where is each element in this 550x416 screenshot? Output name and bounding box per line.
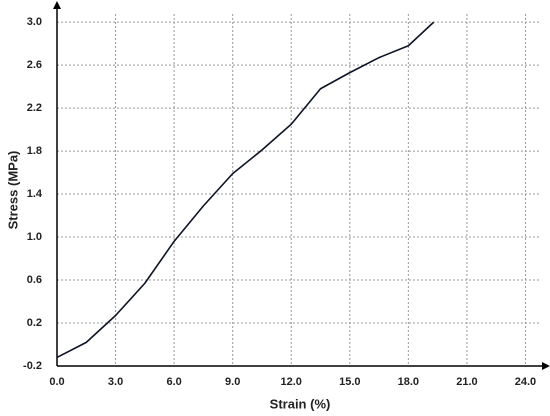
data-line	[56, 21, 435, 359]
y-tick-label: 2.2	[27, 102, 42, 114]
y-tick-label: 3.0	[27, 16, 42, 28]
y-tick-label: 0.6	[27, 274, 42, 286]
x-tick-label: 6.0	[166, 376, 181, 388]
x-tick-label: 12.0	[281, 376, 302, 388]
y-tick-label: -0.2	[23, 360, 42, 372]
x-tick-label: 18.0	[398, 376, 419, 388]
x-axis-label: Strain (%)	[270, 396, 331, 411]
y-axis-arrow	[53, 1, 61, 9]
y-tick-label: 1.4	[27, 188, 43, 200]
x-axis-arrow	[542, 362, 550, 370]
y-tick-label: 1.8	[27, 145, 42, 157]
y-tick-label: 1.0	[27, 231, 42, 243]
x-tick-label: 0.0	[49, 376, 64, 388]
y-axis-label: Stress (MPa)	[5, 151, 20, 230]
x-tick-label: 3.0	[108, 376, 123, 388]
y-tick-label: 2.6	[27, 59, 42, 71]
x-tick-label: 15.0	[339, 376, 360, 388]
x-tick-label: 24.0	[515, 376, 536, 388]
x-tick-label: 21.0	[456, 376, 477, 388]
x-tick-label: 9.0	[225, 376, 240, 388]
y-tick-label: 0.2	[27, 317, 42, 329]
